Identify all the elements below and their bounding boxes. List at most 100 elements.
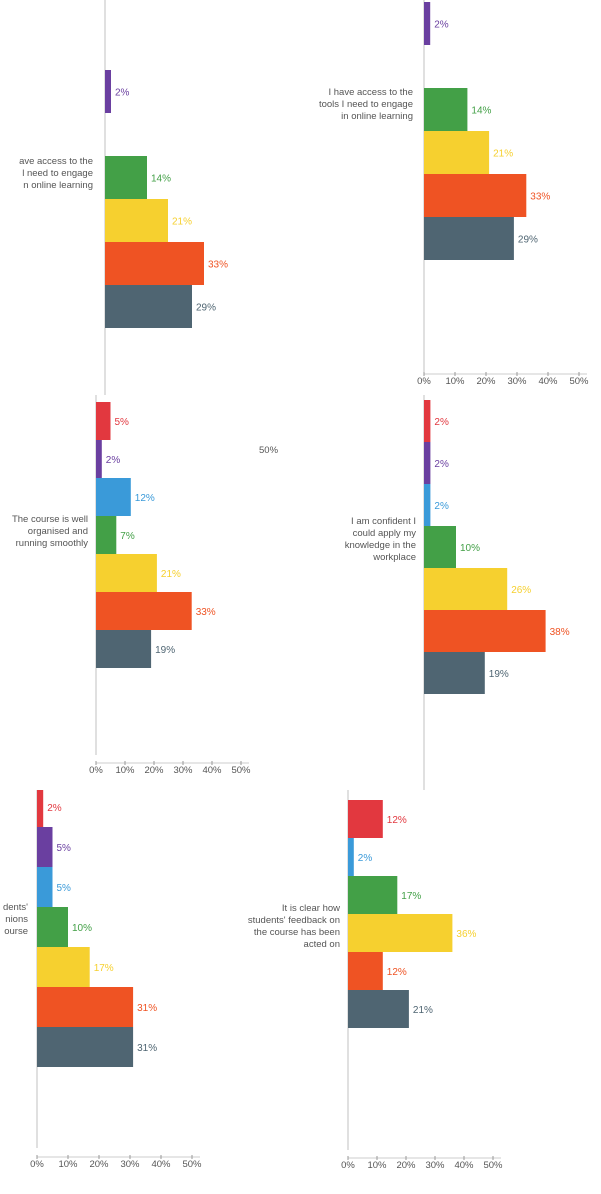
bar-value-label: 2% <box>47 803 62 814</box>
bar-value-label: 19% <box>155 645 175 656</box>
bar-value-label: 21% <box>172 217 192 228</box>
bar-chart-svg: 12% 2% 17% 36% 12% 21% 0% 10% 20% 30% 40% 50% <box>341 790 503 1171</box>
bar-value-label: 31% <box>137 1003 157 1014</box>
chart-panel-1: ave access to the l need to engage n onl… <box>0 0 300 395</box>
bar-chart-svg: 5% 2% 12% 7% 21% 33% 19% 0% 10% 20% 30% 40% 50% <box>89 395 251 776</box>
bar-value-label: 2% <box>434 417 449 428</box>
bar-value-label: 21% <box>493 149 513 160</box>
question-label: ave access to the l need to engage n onl… <box>0 156 93 192</box>
x-tick-label: 30% <box>173 765 193 776</box>
bar <box>424 526 456 568</box>
question-label: I have access to the tools I need to eng… <box>295 87 413 123</box>
question-line: ave access to the <box>19 156 93 167</box>
question-line: The course is well <box>11 514 88 525</box>
question-line: n online learning <box>23 180 93 191</box>
bar <box>37 987 134 1027</box>
bar-value-label: 10% <box>72 923 92 934</box>
question-line: could apply my <box>352 528 416 539</box>
bar-value-label: 5% <box>57 883 72 894</box>
bar-value-label: 21% <box>161 569 181 580</box>
chart-panel-6: It is clear how students' feedback on th… <box>248 790 601 1189</box>
bar-chart-svg: 2% 14% 21% 33% 29% 0% 10% 20% 30% 40% 50% <box>417 0 589 387</box>
bar <box>105 70 111 113</box>
bar <box>96 516 117 554</box>
x-tick-label: 20% <box>396 1160 416 1171</box>
question-line: l need to engage <box>22 168 93 179</box>
bar <box>424 610 546 652</box>
bar <box>105 242 204 285</box>
question-line: the course has been <box>253 927 340 938</box>
bar-value-label: 31% <box>137 1043 157 1054</box>
bar-value-label: 5% <box>57 843 72 854</box>
bar-value-label: 17% <box>401 891 421 902</box>
bar-value-label: 10% <box>460 543 480 554</box>
question-line: in online learning <box>341 111 413 122</box>
bar-value-label: 26% <box>511 585 531 596</box>
question-line: organised and <box>27 526 88 537</box>
x-tick-label: 30% <box>507 376 527 387</box>
bar <box>424 568 508 610</box>
bar <box>424 174 527 217</box>
question-line: I have access to the <box>328 87 414 98</box>
bar-value-label: 5% <box>115 417 130 428</box>
question-line: students' feedback on <box>247 915 340 926</box>
bar-value-label: 29% <box>196 303 216 314</box>
bar <box>424 131 490 174</box>
question-line: workplace <box>373 552 416 563</box>
bar-value-label: 14% <box>471 106 491 117</box>
bar <box>348 990 409 1028</box>
bar <box>96 592 192 630</box>
question-label: The course is well organised and running… <box>0 514 88 550</box>
chart-panel-2: I have access to the tools I need to eng… <box>300 0 601 395</box>
x-tick-label: 50% <box>483 1160 503 1171</box>
bar <box>424 217 514 260</box>
x-tick-label: 20% <box>476 376 496 387</box>
bar-value-label: 38% <box>550 627 570 638</box>
bar-value-label: 12% <box>387 815 407 826</box>
bar <box>424 2 431 45</box>
bar-value-label: 19% <box>489 669 509 680</box>
bar-value-label: 12% <box>135 493 155 504</box>
bar <box>37 907 68 947</box>
x-tick-label: 30% <box>120 1159 140 1170</box>
bar <box>37 947 90 987</box>
x-tick-label: 50% <box>182 1159 202 1170</box>
bar-value-label: 21% <box>413 1005 433 1016</box>
bar <box>37 787 44 827</box>
bar <box>424 400 431 442</box>
question-label: I am confident I could apply my knowledg… <box>308 516 416 564</box>
stray-tick-label: 50% <box>259 445 279 456</box>
bar-value-label: 14% <box>151 174 171 185</box>
x-tick-label: 0% <box>341 1160 355 1171</box>
bar-value-label: 2% <box>106 455 121 466</box>
bar <box>424 442 431 484</box>
question-line: ourse <box>4 926 28 937</box>
bar <box>348 838 354 876</box>
x-tick-label: 50% <box>569 376 589 387</box>
bar-value-label: 33% <box>196 607 216 618</box>
bar <box>348 914 453 952</box>
chart-panel-3: The course is well organised and running… <box>0 395 300 790</box>
bar-value-label: 2% <box>115 88 130 99</box>
bar <box>348 800 383 838</box>
x-tick-label: 30% <box>425 1160 445 1171</box>
x-tick-label: 0% <box>89 765 103 776</box>
bar <box>348 952 383 990</box>
question-line: dents' <box>2 902 28 913</box>
question-line: I am confident I <box>351 516 416 527</box>
bar <box>37 1027 134 1067</box>
x-tick-label: 20% <box>89 1159 109 1170</box>
bar-chart-svg: 2%2%2%10%26%38%19%30%40%50% <box>423 395 594 811</box>
bar <box>105 199 168 242</box>
bar <box>96 402 111 440</box>
bar-value-label: 2% <box>434 501 449 512</box>
x-tick-label: 40% <box>538 376 558 387</box>
bar <box>424 88 468 131</box>
x-tick-label: 10% <box>115 765 135 776</box>
bar <box>424 484 431 526</box>
bar <box>96 478 131 516</box>
bar <box>96 554 157 592</box>
x-tick-label: 40% <box>202 765 222 776</box>
x-tick-label: 10% <box>367 1160 387 1171</box>
bar-value-label: 17% <box>94 963 114 974</box>
